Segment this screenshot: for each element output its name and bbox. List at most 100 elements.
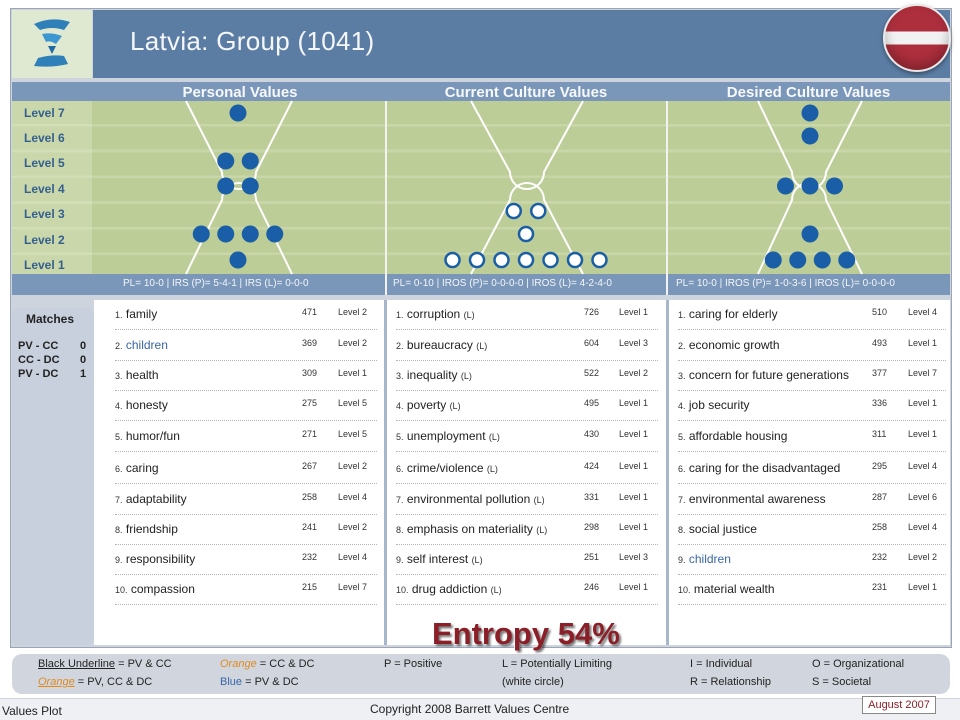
- item-name: corruption: [406, 307, 461, 321]
- item-name: affordable housing: [688, 429, 788, 443]
- values-list-panel: [94, 300, 950, 645]
- item-rank: 4.: [396, 401, 404, 411]
- value-list-item: 5. affordable housing: [678, 429, 787, 443]
- item-name: children: [125, 338, 168, 352]
- legend-orange-all: Orange = PV, CC & DC: [38, 676, 152, 688]
- values-plot-svg: [185, 100, 863, 275]
- item-count: 246: [584, 582, 600, 592]
- match-row: PV - DC 1: [18, 368, 86, 380]
- footer-copyright: Copyright 2008 Barrett Values Centre: [370, 702, 570, 716]
- item-divider: [678, 451, 946, 452]
- item-name: bureaucracy: [406, 338, 473, 352]
- item-level: Level 2: [908, 552, 938, 562]
- item-count: 377: [872, 368, 888, 378]
- level-label-column: [12, 101, 92, 274]
- current-value-dot: [566, 251, 584, 269]
- item-count: 311: [872, 429, 887, 439]
- item-count: 258: [302, 492, 318, 502]
- item-rank: 1.: [115, 310, 123, 320]
- item-level: Level 4: [908, 522, 938, 532]
- item-level: Level 5: [338, 398, 368, 408]
- list-divider: [384, 300, 387, 645]
- item-count: 231: [872, 582, 888, 592]
- item-tag: (L): [490, 585, 502, 595]
- item-rank: 3.: [678, 371, 686, 381]
- item-name: humor/fun: [125, 429, 180, 443]
- item-name: social justice: [688, 522, 757, 536]
- match-label: CC - DC: [18, 354, 60, 366]
- item-name: material wealth: [693, 582, 775, 596]
- desired-value-dot: [801, 127, 819, 145]
- value-list-item: 6. caring for the disadvantaged: [678, 461, 840, 475]
- item-level: Level 1: [619, 461, 649, 471]
- desired-value-dot: [813, 251, 831, 269]
- item-divider: [396, 329, 658, 330]
- match-row: PV - CC 0: [18, 340, 86, 352]
- item-level: Level 2: [619, 368, 649, 378]
- item-divider: [678, 604, 946, 605]
- item-rank: 9.: [396, 555, 404, 565]
- item-count: 215: [302, 582, 318, 592]
- item-level: Level 1: [619, 429, 649, 439]
- item-level: Level 1: [619, 522, 649, 532]
- item-count: 232: [302, 552, 318, 562]
- item-count: 267: [302, 461, 318, 471]
- level-label: Level 1: [24, 258, 65, 272]
- value-list-item: 3. inequality (L): [396, 368, 472, 382]
- item-level: Level 2: [338, 522, 368, 532]
- current-stats: PL= 0-10 | IROS (P)= 0-0-0-0 | IROS (L)=…: [393, 278, 612, 289]
- desired-value-dot: [801, 225, 819, 243]
- column-header-current: Current Culture Values: [444, 84, 608, 101]
- item-divider: [396, 544, 658, 545]
- item-rank: 8.: [678, 525, 686, 535]
- legend-desc: = PV, CC & DC: [77, 676, 153, 688]
- current-value-dot: [517, 251, 535, 269]
- match-row: CC - DC 0: [18, 354, 86, 366]
- item-divider: [115, 544, 377, 545]
- legend-relationship: R = Relationship: [690, 676, 772, 688]
- value-list-item: 6. caring: [115, 461, 159, 475]
- item-divider: [678, 329, 946, 330]
- item-count: 275: [302, 398, 318, 408]
- item-name: job security: [688, 398, 750, 412]
- item-name: inequality: [406, 368, 458, 382]
- item-rank: 7.: [396, 495, 404, 505]
- item-divider: [115, 604, 377, 605]
- value-list-item: 7. environmental awareness: [678, 492, 826, 506]
- level-label: Level 5: [24, 156, 65, 170]
- item-name: children: [688, 552, 731, 566]
- legend-key: Blue: [220, 676, 243, 688]
- item-divider: [678, 544, 946, 545]
- item-divider: [115, 390, 377, 391]
- item-divider: [396, 360, 658, 361]
- hourglass-outlines: [185, 100, 863, 275]
- legend-desc: = PV & CC: [118, 658, 172, 670]
- item-rank: 9.: [115, 555, 123, 565]
- item-count: 424: [584, 461, 600, 471]
- barrett-logo: [12, 10, 92, 78]
- item-count: 369: [302, 338, 318, 348]
- item-rank: 10.: [115, 585, 128, 595]
- item-rank: 4.: [678, 401, 686, 411]
- item-count: 241: [302, 522, 318, 532]
- item-count: 298: [584, 522, 600, 532]
- item-count: 232: [872, 552, 888, 562]
- item-rank: 10.: [678, 585, 691, 595]
- desired-value-dot: [789, 251, 807, 269]
- item-level: Level 1: [908, 429, 938, 439]
- item-tag: (L): [471, 555, 483, 565]
- value-list-item: 5. unemployment (L): [396, 429, 500, 443]
- desired-value-dot: [764, 251, 782, 269]
- item-divider: [115, 514, 377, 515]
- item-level: Level 1: [338, 368, 368, 378]
- item-divider: [678, 390, 946, 391]
- value-list-item: 2. bureaucracy (L): [396, 338, 487, 352]
- legend-panel: [12, 654, 950, 694]
- item-level: Level 1: [619, 307, 649, 317]
- item-rank: 5.: [678, 432, 686, 442]
- item-count: 430: [584, 429, 600, 439]
- legend-desc: = CC & DC: [259, 658, 315, 670]
- item-level: Level 4: [338, 492, 368, 502]
- column-divider: [385, 101, 387, 295]
- item-count: 331: [584, 492, 600, 502]
